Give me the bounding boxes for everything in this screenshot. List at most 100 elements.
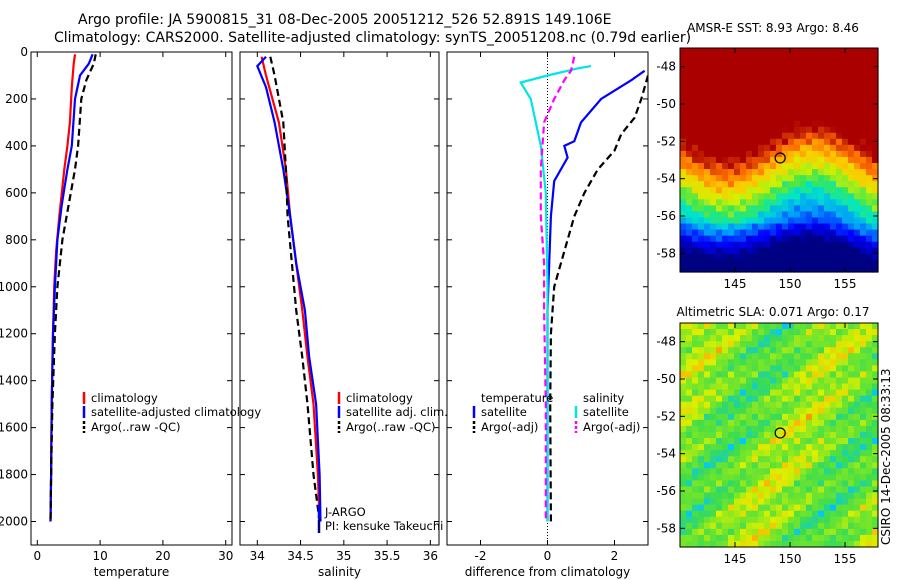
heatmap-cell — [806, 516, 813, 524]
map-x-tick-label: 145 — [724, 277, 747, 291]
heatmap-cell — [692, 78, 699, 85]
heatmap-cell — [722, 205, 729, 213]
heatmap-cell — [716, 72, 723, 79]
heatmap-cell — [782, 419, 789, 427]
heatmap-cell — [812, 84, 819, 91]
heatmap-cell — [866, 365, 873, 373]
heatmap-cell — [776, 528, 783, 536]
heatmap-cell — [710, 265, 717, 273]
heatmap-cell — [854, 474, 861, 481]
heatmap-cell — [728, 108, 735, 116]
heatmap-cell — [824, 486, 831, 494]
heatmap-cell — [854, 383, 861, 391]
heatmap-cell — [824, 144, 831, 152]
heatmap-cell — [770, 383, 777, 391]
legend-label: satellite — [481, 405, 527, 419]
heatmap-cell — [722, 462, 729, 469]
heatmap-cell — [776, 359, 783, 366]
heatmap-cell — [752, 241, 759, 249]
heatmap-cell — [788, 247, 795, 255]
heatmap-cell — [794, 96, 801, 104]
heatmap-cell — [794, 474, 801, 481]
heatmap-cell — [788, 223, 795, 231]
y-tick-label: 1400 — [0, 374, 28, 388]
heatmap-cell — [698, 150, 705, 158]
heatmap-cell — [698, 371, 705, 379]
heatmap-cell — [704, 84, 711, 91]
heatmap-cell — [716, 480, 723, 488]
heatmap-cell — [716, 175, 723, 182]
heatmap-cell — [860, 223, 867, 231]
heatmap-cell — [740, 438, 747, 445]
heatmap-cell — [692, 150, 699, 158]
heatmap-cell — [692, 456, 699, 463]
heatmap-cell — [722, 181, 729, 188]
heatmap-cell — [722, 425, 729, 433]
heatmap-cell — [866, 132, 873, 140]
heatmap-cell — [866, 235, 873, 243]
heatmap-cell — [782, 181, 789, 188]
heatmap-cell — [728, 456, 735, 463]
heatmap-cell — [782, 229, 789, 237]
heatmap-cell — [734, 516, 741, 524]
heatmap-cell — [740, 150, 747, 158]
heatmap-cell — [764, 66, 771, 73]
heatmap-cell — [830, 156, 837, 164]
heatmap-cell — [842, 359, 849, 366]
heatmap-cell — [830, 114, 837, 122]
heatmap-cell — [860, 132, 867, 140]
heatmap-cell — [872, 359, 879, 366]
heatmap-cell — [710, 205, 717, 213]
heatmap-cell — [728, 371, 735, 379]
heatmap-cell — [704, 528, 711, 536]
heatmap-cell — [866, 78, 873, 85]
heatmap-cell — [764, 462, 771, 469]
y-tick-label: 1800 — [0, 468, 28, 482]
heatmap-cell — [680, 247, 687, 255]
heatmap-cell — [830, 259, 837, 267]
heatmap-cell — [806, 353, 813, 360]
heatmap-cell — [866, 431, 873, 439]
heatmap-cell — [728, 48, 735, 55]
heatmap-cell — [836, 211, 843, 219]
heatmap-cell — [758, 323, 765, 330]
heatmap-cell — [728, 169, 735, 176]
heatmap-cell — [860, 72, 867, 79]
heatmap-cell — [716, 138, 723, 146]
heatmap-cell — [728, 72, 735, 79]
heatmap-cell — [854, 365, 861, 373]
heatmap-cell — [716, 383, 723, 391]
x-tick-label: -2 — [475, 549, 487, 563]
heatmap-cell — [728, 425, 735, 433]
heatmap-cell — [704, 90, 711, 98]
heatmap-cell — [764, 395, 771, 403]
heatmap-cell — [704, 389, 711, 397]
heatmap-cell — [824, 163, 831, 170]
heatmap-cell — [836, 175, 843, 182]
heatmap-cell — [758, 84, 765, 91]
heatmap-cell — [788, 510, 795, 518]
heatmap-cell — [818, 114, 825, 122]
heatmap-cell — [800, 66, 807, 73]
heatmap-cell — [764, 468, 771, 475]
heatmap-cell — [698, 193, 705, 200]
heatmap-cell — [782, 341, 789, 348]
heatmap-cell — [680, 341, 687, 348]
heatmap-cell — [830, 247, 837, 255]
heatmap-cell — [788, 365, 795, 373]
heatmap-cell — [692, 48, 699, 55]
heatmap-cell — [686, 108, 693, 116]
heatmap-cell — [686, 48, 693, 55]
heatmap-cell — [734, 504, 741, 512]
heatmap-cell — [830, 175, 837, 182]
heatmap-cell — [872, 108, 879, 116]
heatmap-cell — [716, 353, 723, 360]
heatmap-cell — [782, 108, 789, 116]
map-x-tick-label: 155 — [834, 277, 857, 291]
heatmap-cell — [842, 438, 849, 445]
heatmap-cell — [782, 54, 789, 61]
heatmap-cell — [704, 353, 711, 360]
heatmap-cell — [710, 108, 717, 116]
heatmap-cell — [794, 205, 801, 213]
heatmap-cell — [740, 486, 747, 494]
